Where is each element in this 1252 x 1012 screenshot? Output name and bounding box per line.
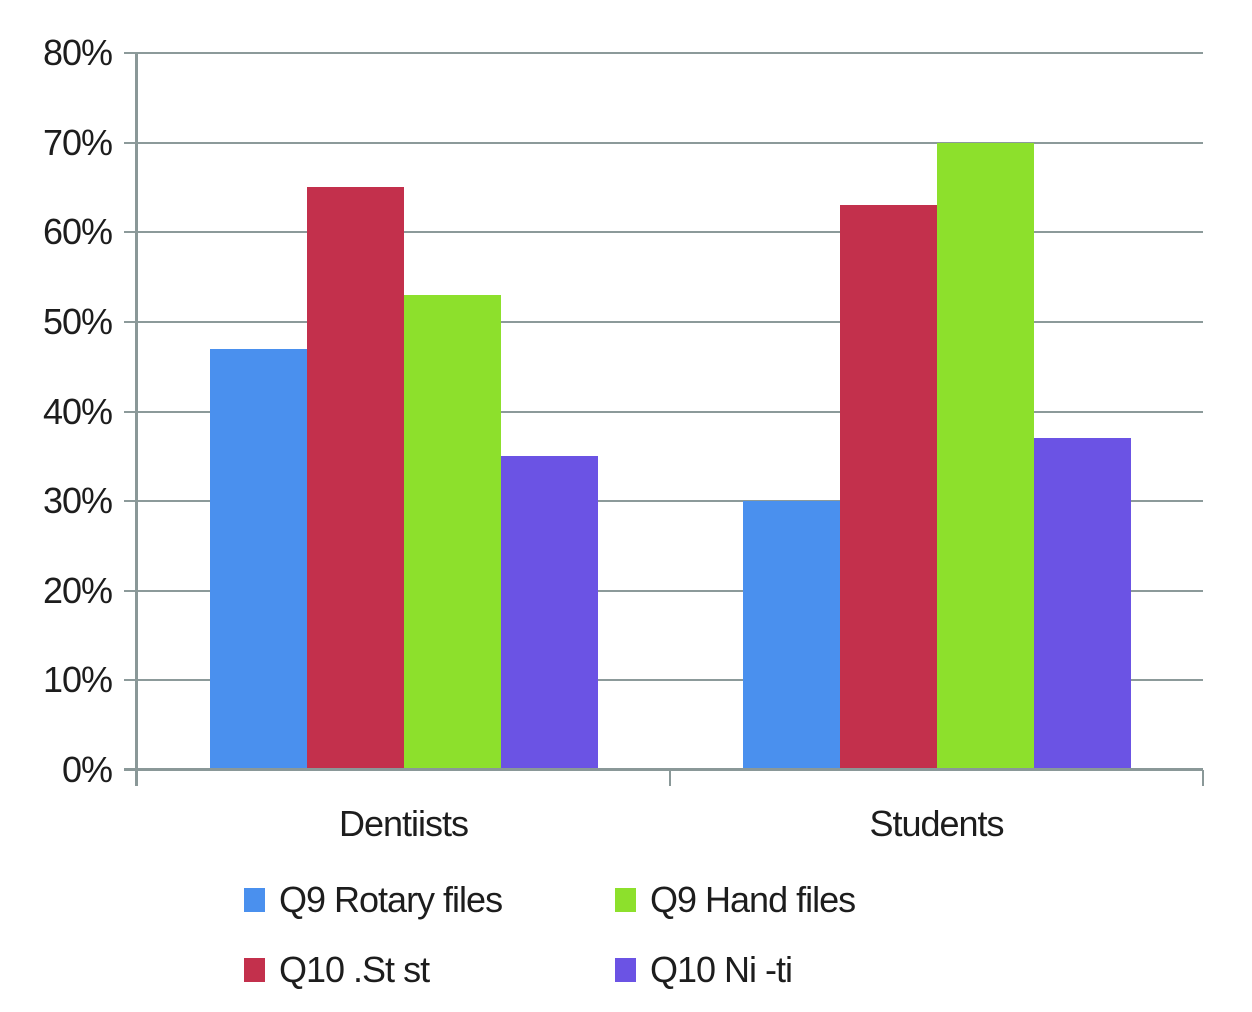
x-axis-line	[124, 768, 1203, 771]
legend-swatch-1	[244, 958, 265, 982]
legend-swatch-0	[244, 888, 265, 912]
category-label-0: Dentiists	[338, 803, 469, 844]
y-axis-line	[135, 53, 138, 786]
x-axis-tick-0	[136, 770, 138, 786]
x-axis-tick-1	[669, 770, 671, 786]
bar-dentiists-0	[209, 348, 307, 770]
bar-dentiists-3	[500, 456, 598, 770]
legend-label-2: Q9 Hand files	[650, 879, 856, 920]
legend-item-1: Q10 .St st	[244, 948, 430, 992]
y-tick-label-50%: 50%	[42, 300, 113, 342]
y-tick-label-20%: 20%	[42, 569, 113, 611]
bar-students-2	[936, 142, 1034, 770]
plot-area	[124, 52, 1204, 786]
legend-item-2: Q9 Hand files	[615, 878, 856, 922]
gridline-50	[124, 320, 1203, 323]
legend-label-1: Q10 .St st	[279, 949, 430, 990]
legend-swatch-3	[615, 958, 636, 982]
bar-dentiists-1	[306, 187, 404, 770]
gridline-40	[124, 410, 1203, 413]
y-tick-label-10%: 10%	[42, 659, 113, 701]
legend-item-0: Q9 Rotary files	[244, 878, 503, 922]
y-tick-label-80%: 80%	[42, 32, 113, 73]
gridline-30	[124, 500, 1203, 503]
category-label-1: Students	[869, 803, 1004, 844]
x-axis-tick-2	[1202, 770, 1204, 786]
y-tick-label-70%: 70%	[42, 121, 113, 163]
gridline-70	[124, 141, 1203, 144]
legend-label-3: Q10 Ni -ti	[650, 949, 793, 990]
gridline-80	[124, 52, 1203, 54]
legend-item-3: Q10 Ni -ti	[615, 948, 793, 992]
legend-swatch-2	[615, 888, 636, 912]
gridline-10	[124, 679, 1203, 682]
y-tick-label-0%: 0%	[61, 749, 113, 790]
legend-label-0: Q9 Rotary files	[279, 879, 503, 920]
y-tick-label-40%: 40%	[42, 390, 113, 432]
gridline-60	[124, 231, 1203, 234]
bar-dentiists-2	[403, 294, 501, 770]
y-tick-label-60%: 60%	[42, 211, 113, 253]
gridline-20	[124, 589, 1203, 592]
bar-students-0	[742, 501, 840, 770]
bar-students-1	[839, 205, 937, 770]
bar-students-3	[1033, 438, 1131, 770]
y-tick-label-30%: 30%	[42, 480, 113, 522]
